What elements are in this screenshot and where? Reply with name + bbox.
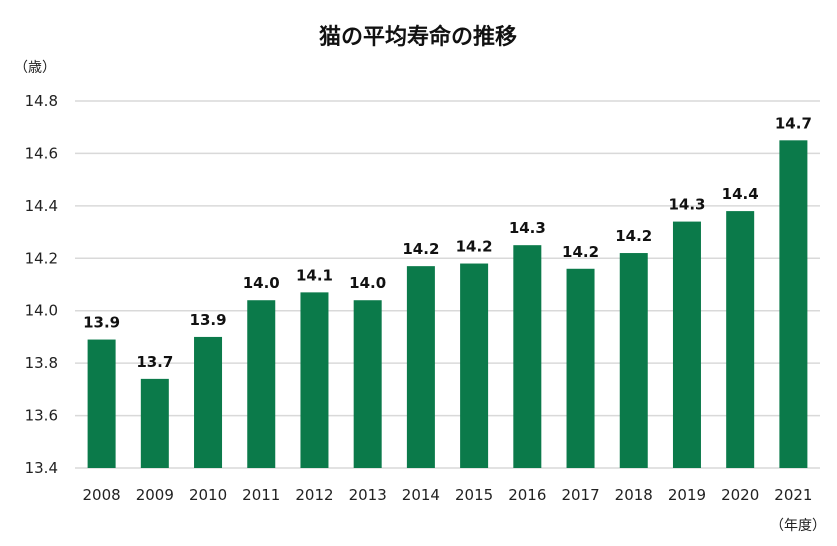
bar-2020 [726,211,755,468]
x-tick-label: 2013 [349,486,387,504]
data-label: 14.3 [509,219,546,237]
data-label: 14.4 [722,185,759,203]
data-label: 14.2 [402,240,439,258]
bar-2018 [619,253,648,468]
data-label: 14.7 [775,114,812,132]
y-tick-label: 13.6 [25,407,58,425]
data-label: 13.7 [136,353,173,371]
y-tick-label: 13.8 [25,354,58,372]
chart-title: 猫の平均寿命の推移 [319,24,517,50]
x-tick-label: 2014 [402,486,440,504]
data-label: 14.2 [615,227,652,245]
bar-2012 [300,292,329,468]
bar-2016 [513,245,542,468]
y-axis-label: （歳） [14,60,56,76]
x-tick-label: 2019 [668,486,706,504]
x-tick-label: 2012 [295,486,333,504]
y-tick-label: 14.2 [25,249,58,267]
y-tick-label: 14.6 [25,144,58,162]
data-label: 14.0 [243,274,280,292]
bar-2015 [460,263,489,468]
y-tick-label: 14.0 [25,302,58,320]
bar-2011 [247,300,276,468]
x-tick-label: 2009 [136,486,174,504]
bar-2008 [87,339,116,468]
x-tick-label: 2017 [561,486,599,504]
bar-2010 [194,336,223,468]
x-tick-label: 2020 [721,486,759,504]
x-tick-label: 2021 [774,486,812,504]
data-label: 14.3 [668,196,705,214]
x-tick-label: 2011 [242,486,280,504]
bar-2013 [353,300,382,468]
data-label: 14.2 [562,243,599,261]
x-tick-label: 2008 [83,486,121,504]
x-tick-label: 2018 [615,486,653,504]
bar-2009 [140,378,169,468]
data-label: 14.0 [349,274,386,292]
data-label: 14.1 [296,266,333,284]
bar-2017 [566,268,595,468]
x-tick-label: 2015 [455,486,493,504]
y-tick-label: 14.8 [25,92,58,110]
x-axis-label: （年度） [770,518,826,534]
data-label: 13.9 [190,311,227,329]
y-tick-label: 14.4 [25,197,58,215]
x-tick-label: 2010 [189,486,227,504]
data-label: 14.2 [456,238,493,256]
bar-2019 [672,221,701,468]
y-tick-label: 13.4 [25,459,58,477]
x-tick-label: 2016 [508,486,546,504]
data-label: 13.9 [83,314,120,332]
bar-2021 [779,140,808,469]
bar-2014 [406,266,435,468]
